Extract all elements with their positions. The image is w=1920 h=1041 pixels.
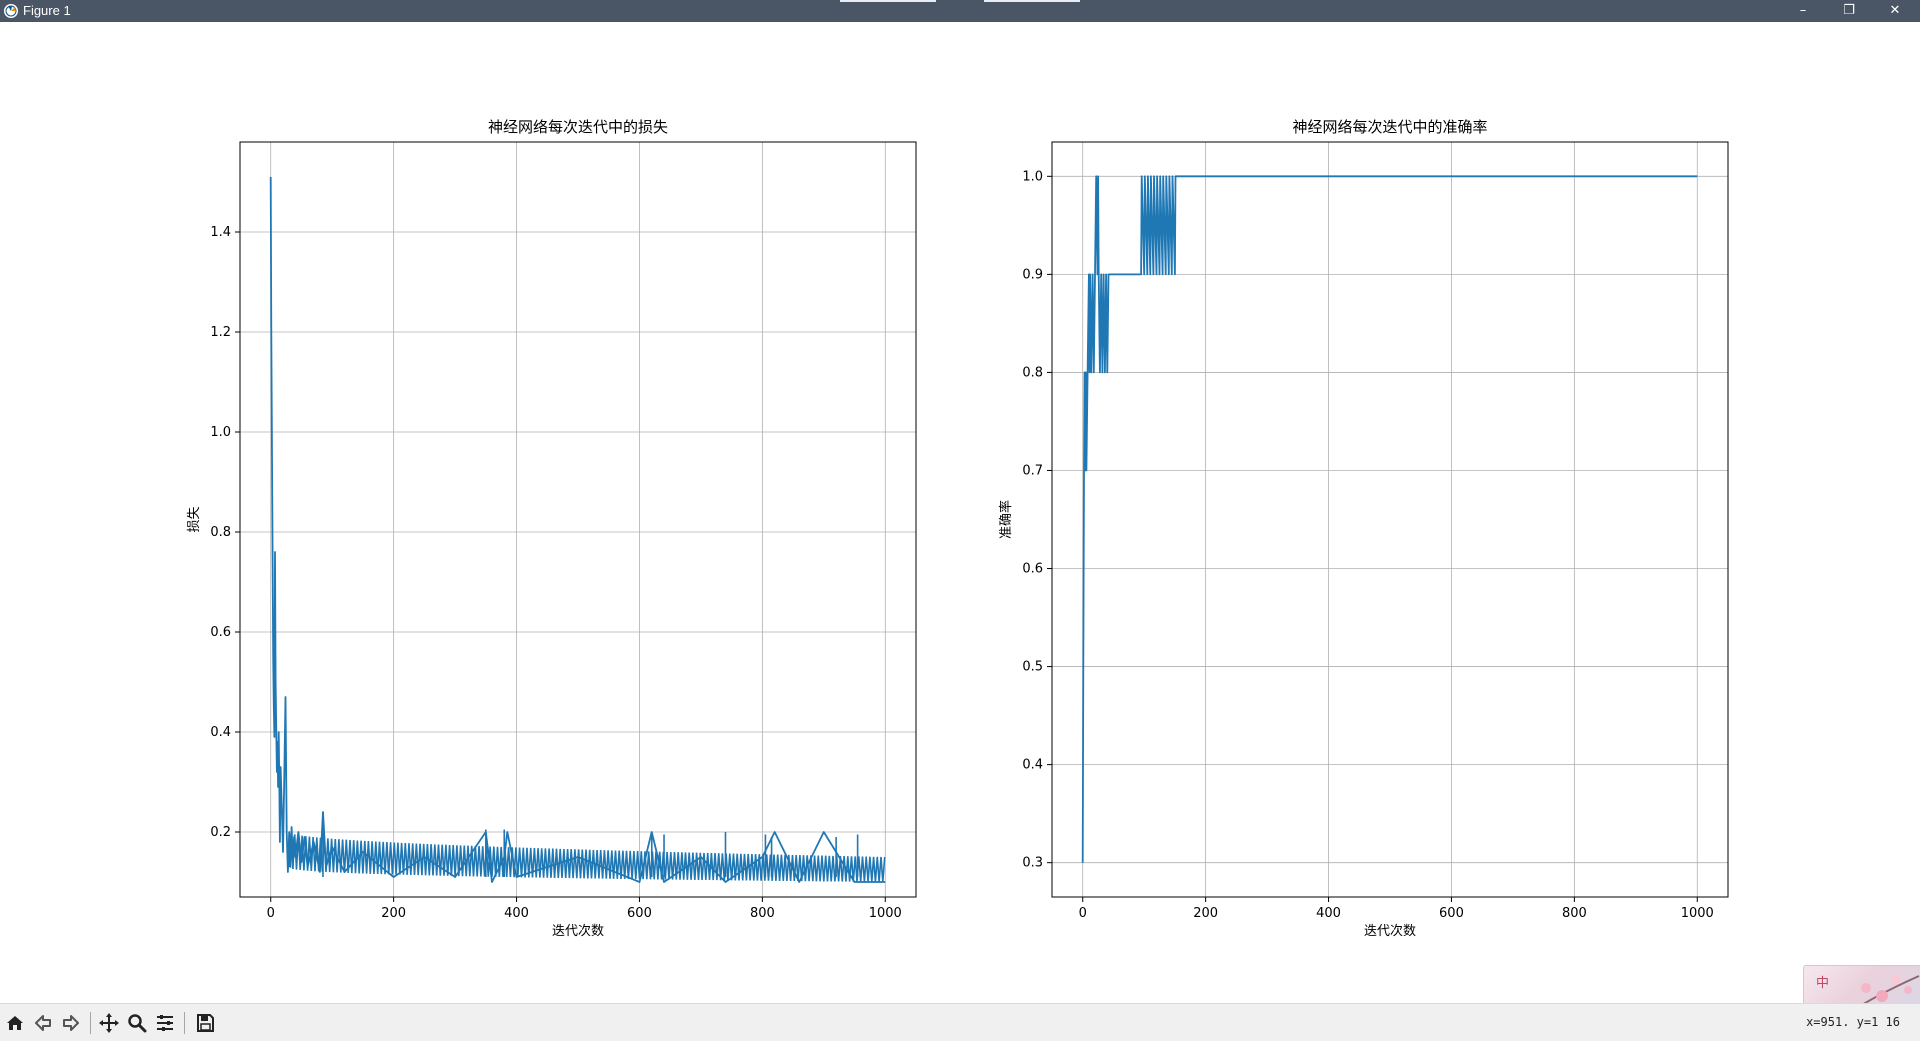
forward-icon (63, 1015, 79, 1031)
maximize-button[interactable]: ❐ (1843, 3, 1855, 18)
chart-2-axes-frame (1051, 141, 1729, 898)
chart-2-ytick-label: 1.0 (1022, 169, 1043, 184)
chart-1-series-band (288, 833, 886, 883)
toolbar-separator (90, 1012, 91, 1034)
chart-2-xtick-label: 1000 (1681, 906, 1714, 921)
chart-2-xtick-label: 200 (1193, 906, 1218, 921)
chart-1-axes-frame (239, 141, 917, 898)
zoom-icon (128, 1014, 147, 1033)
toolbar-separator (184, 1012, 185, 1034)
zoom-button[interactable] (124, 1011, 150, 1035)
chart-1-xtick-label: 200 (381, 906, 406, 921)
chart-1-ytick-label: 0.8 (210, 525, 231, 540)
chart-1-ytick-label: 0.4 (210, 725, 231, 740)
chart-2-ytick-label: 0.8 (1022, 365, 1043, 380)
figure-canvas[interactable]: 0 200 400 600 800 1000 0.2 0.4 0.6 0.8 1.0 1.2 1.4 神经… (0, 22, 1920, 1003)
pan-icon (99, 1013, 119, 1033)
pan-button[interactable] (96, 1011, 122, 1035)
chart-1-xtick-label: 1000 (869, 906, 902, 921)
chart-1-title: 神经网络每次迭代中的损失 (488, 118, 668, 136)
save-button[interactable] (192, 1011, 218, 1035)
figure-svg: 0 200 400 600 800 1000 0.2 0.4 0.6 0.8 1.0 1.2 1.4 神经… (187, 118, 1729, 939)
tab-strip-right (984, 0, 1080, 2)
window-title: Figure 1 (23, 3, 71, 18)
chart-1-ylabel: 损失 (187, 506, 202, 532)
ime-label: 中 (1816, 976, 1830, 991)
chart-1-xlabel: 迭代次数 (552, 923, 604, 939)
chart-1-ytick-label: 0.6 (210, 625, 231, 640)
chart-2-ytick-label: 0.3 (1022, 856, 1043, 871)
chart-1-xtick-label: 0 (267, 906, 275, 921)
chart-1-ytick-label: 1.2 (210, 325, 231, 340)
chart-2-xlabel: 迭代次数 (1364, 923, 1416, 939)
chart-2-ytick-label: 0.5 (1022, 660, 1043, 675)
chart-2-ytick-label: 0.7 (1022, 463, 1043, 478)
close-button[interactable]: ✕ (1889, 3, 1901, 18)
chart-2-ytick-label: 0.4 (1022, 758, 1043, 773)
back-icon (35, 1015, 51, 1031)
matplotlib-icon (4, 4, 18, 18)
chart-2-ytick-label: 0.9 (1022, 267, 1043, 282)
navigation-toolbar: x=951. y=1 16 (0, 1003, 1920, 1041)
chart-1-xtick-label: 600 (627, 906, 652, 921)
home-button[interactable] (2, 1011, 28, 1035)
chart-2-series-line (1081, 175, 1698, 863)
coordinate-readout: x=951. y=1 16 (1806, 1015, 1900, 1029)
forward-button[interactable] (58, 1011, 84, 1035)
chart-1-xtick-label: 800 (750, 906, 775, 921)
chart-2-xtick-label: 600 (1439, 906, 1464, 921)
chart-1-ytick-label: 1.4 (210, 225, 231, 240)
configure-subplots-button[interactable] (152, 1011, 178, 1035)
chart-2-ylabel: 准确率 (998, 500, 1014, 539)
chart-2-title: 神经网络每次迭代中的准确率 (1292, 118, 1487, 136)
back-button[interactable] (30, 1011, 56, 1035)
chart-2-xtick-label: 400 (1316, 906, 1341, 921)
chart-1-series-line (269, 176, 886, 883)
chart-1-xtick-label: 400 (504, 906, 529, 921)
chart-2-ytick-label: 0.6 (1022, 562, 1043, 577)
chart-2-xtick-label: 800 (1562, 906, 1587, 921)
chart-2-xtick-label: 0 (1079, 906, 1087, 921)
chart-1-ytick-label: 0.2 (210, 825, 231, 840)
configure-subplots-icon (157, 1015, 173, 1031)
minimize-button[interactable]: – (1799, 3, 1807, 18)
chart-1-ytick-label: 1.0 (210, 425, 231, 440)
tab-strip-left (840, 0, 936, 2)
save-icon (197, 1014, 214, 1032)
home-icon (7, 1016, 23, 1030)
window-titlebar: Figure 1 – ❐ ✕ (0, 0, 1920, 22)
